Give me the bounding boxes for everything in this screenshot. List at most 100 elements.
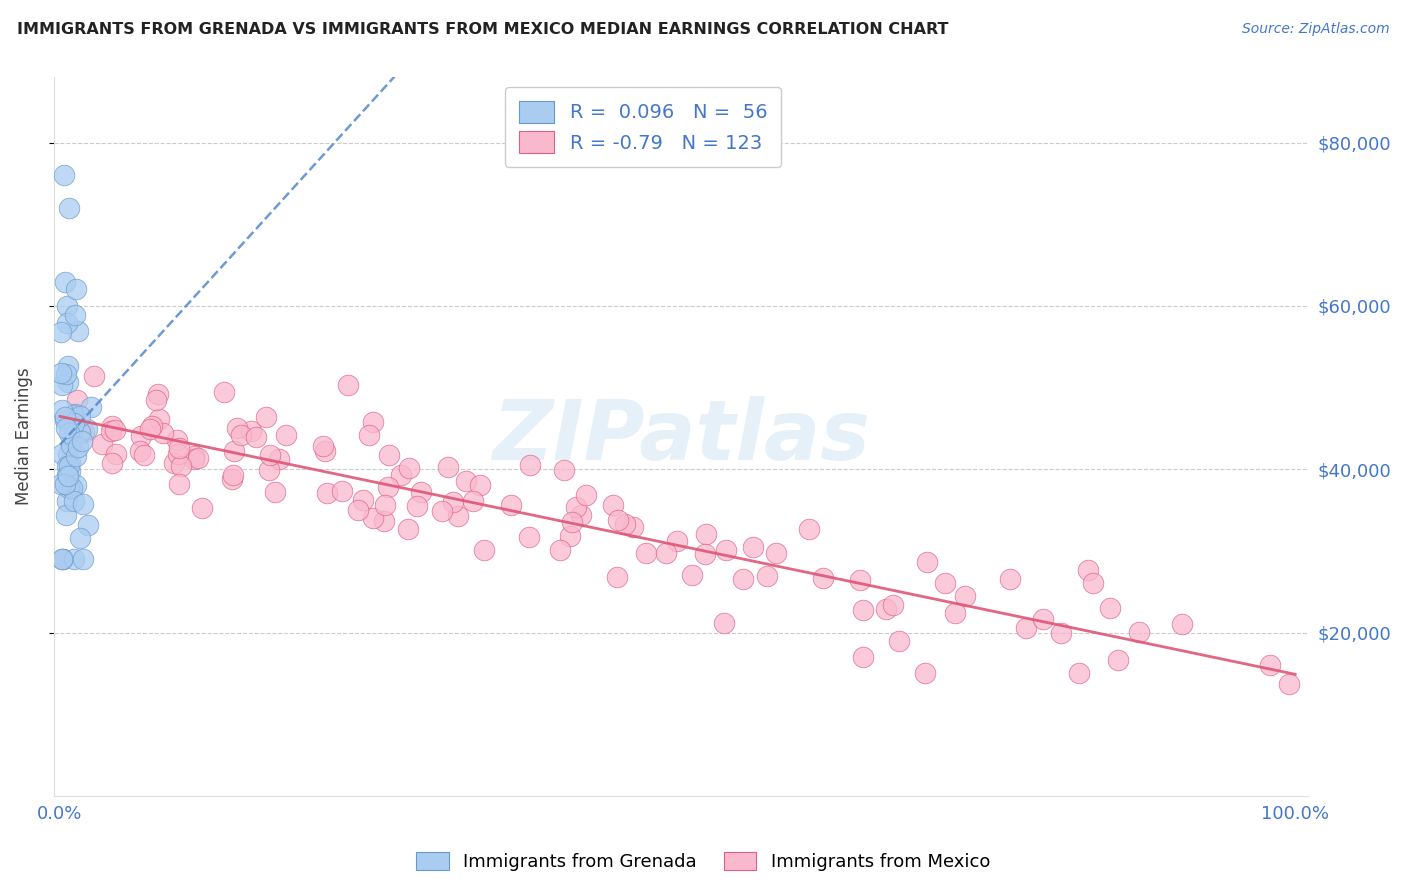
Point: [63, 416, 86, 430]
Point: [148, 386, 170, 401]
Point: [51, 552, 73, 566]
Point: [77, 518, 100, 533]
Point: [1067, 666, 1090, 681]
Point: [221, 472, 243, 486]
Point: [214, 385, 236, 400]
Point: [1260, 658, 1282, 673]
Point: [60, 438, 83, 452]
Point: [101, 456, 124, 470]
Point: [129, 443, 152, 458]
Point: [101, 419, 124, 434]
Point: [654, 545, 676, 559]
Point: [998, 572, 1021, 586]
Point: [336, 378, 359, 392]
Point: [55, 367, 77, 381]
Point: [103, 424, 125, 438]
Point: [396, 522, 419, 536]
Legend: R =  0.096   N =  56, R = -0.79   N = 123: R = 0.096 N = 56, R = -0.79 N = 123: [505, 87, 780, 167]
Point: [52, 169, 75, 183]
Point: [430, 504, 453, 518]
Point: [55, 494, 77, 508]
Point: [163, 457, 186, 471]
Point: [915, 555, 938, 569]
Point: [60, 482, 83, 496]
Point: [51, 366, 73, 380]
Point: [51, 377, 73, 392]
Point: [239, 424, 262, 438]
Point: [436, 459, 458, 474]
Point: [314, 443, 336, 458]
Point: [1077, 563, 1099, 577]
Point: [346, 502, 368, 516]
Point: [569, 508, 592, 522]
Point: [59, 464, 82, 478]
Point: [406, 499, 429, 513]
Point: [797, 522, 820, 536]
Point: [51, 325, 73, 339]
Point: [65, 282, 87, 296]
Point: [359, 428, 381, 442]
Point: [53, 275, 76, 289]
Point: [1107, 653, 1129, 667]
Point: [550, 543, 572, 558]
Point: [56, 375, 79, 389]
Point: [129, 429, 152, 443]
Point: [51, 447, 73, 461]
Point: [765, 546, 787, 560]
Point: [470, 478, 492, 492]
Point: [851, 603, 873, 617]
Point: [167, 476, 190, 491]
Point: [330, 483, 353, 498]
Point: [695, 526, 717, 541]
Point: [499, 498, 522, 512]
Text: Source: ZipAtlas.com: Source: ZipAtlas.com: [1241, 22, 1389, 37]
Point: [141, 418, 163, 433]
Point: [56, 459, 79, 474]
Point: [69, 409, 91, 424]
Point: [517, 530, 540, 544]
Point: [1098, 601, 1121, 615]
Point: [66, 393, 89, 408]
Point: [1081, 575, 1104, 590]
Point: [1015, 621, 1038, 635]
Point: [553, 463, 575, 477]
Point: [312, 439, 335, 453]
Point: [269, 451, 291, 466]
Point: [665, 534, 688, 549]
Point: [693, 547, 716, 561]
Point: [254, 409, 277, 424]
Point: [72, 497, 94, 511]
Point: [65, 478, 87, 492]
Point: [56, 316, 79, 330]
Point: [852, 650, 875, 665]
Point: [67, 440, 90, 454]
Point: [714, 543, 737, 558]
Point: [606, 570, 628, 584]
Point: [55, 508, 77, 522]
Point: [575, 487, 598, 501]
Point: [887, 634, 910, 648]
Point: [849, 573, 872, 587]
Point: [90, 436, 112, 450]
Point: [1049, 626, 1071, 640]
Point: [183, 449, 205, 463]
Point: [454, 475, 477, 489]
Point: [53, 409, 76, 424]
Point: [152, 425, 174, 440]
Point: [229, 427, 252, 442]
Point: [53, 413, 76, 427]
Point: [62, 430, 84, 444]
Point: [167, 441, 190, 455]
Point: [943, 606, 966, 620]
Point: [263, 484, 285, 499]
Point: [1128, 624, 1150, 639]
Point: [100, 424, 122, 438]
Point: [621, 520, 644, 534]
Point: [613, 517, 636, 532]
Point: [389, 468, 412, 483]
Point: [63, 407, 86, 421]
Point: [811, 571, 834, 585]
Point: [472, 542, 495, 557]
Point: [53, 477, 76, 491]
Point: [59, 478, 82, 492]
